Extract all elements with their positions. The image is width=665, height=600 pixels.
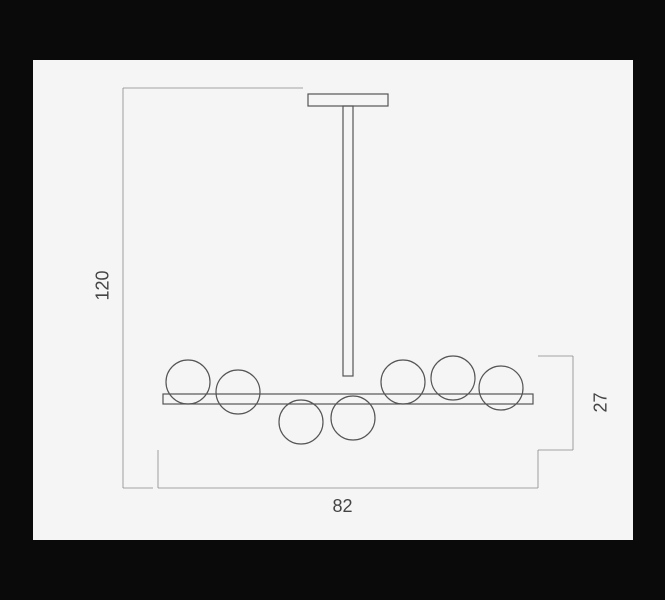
diagram-canvas: 120 27 82 — [33, 60, 633, 540]
dim-width-fixture: 82 — [323, 496, 363, 517]
technical-drawing — [33, 60, 633, 540]
dim-height-overall: 120 — [92, 266, 113, 306]
dim-height-fixture: 27 — [590, 383, 611, 423]
